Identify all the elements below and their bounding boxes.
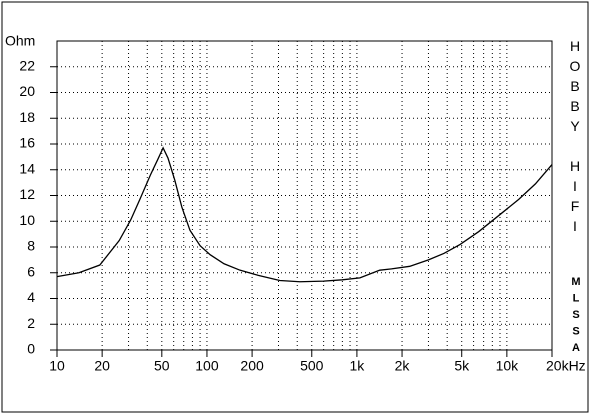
y-tick-label: 6 [27, 263, 35, 279]
y-tick-label: 14 [19, 160, 35, 176]
y-tick-label: 8 [27, 238, 35, 254]
y-tick-label: 2 [27, 315, 35, 331]
system-annotation: MLSSA [570, 276, 582, 359]
x-tick-label: 200 [240, 358, 264, 374]
y-tick-label: 10 [19, 212, 35, 228]
plot-frame [56, 40, 553, 351]
y-tick-label: 16 [19, 135, 35, 151]
y-axis-label: Ohm [5, 33, 35, 49]
x-tick-label: 500 [300, 358, 324, 374]
impedance-curve [56, 146, 553, 283]
x-tick-label: 20kHz [546, 358, 586, 374]
y-tick-label: 12 [19, 186, 35, 202]
x-tick-label: 20 [94, 358, 110, 374]
x-tick-label: 10 [49, 358, 65, 374]
brand-annotation: HOBBY HIFI [567, 38, 583, 238]
x-tick-label: 100 [195, 358, 219, 374]
y-tick-label: 22 [19, 57, 35, 73]
x-tick-label: 1k [350, 358, 366, 374]
x-tick-label: 2k [395, 358, 411, 374]
x-tick-label: 10k [496, 358, 520, 374]
y-tick-label: 0 [27, 341, 35, 357]
y-tick-label: 18 [19, 109, 35, 125]
y-tick-label: 4 [27, 289, 35, 305]
x-tick-label: 50 [154, 358, 170, 374]
x-tick-label: 5k [454, 358, 470, 374]
y-tick-label: 20 [19, 83, 35, 99]
